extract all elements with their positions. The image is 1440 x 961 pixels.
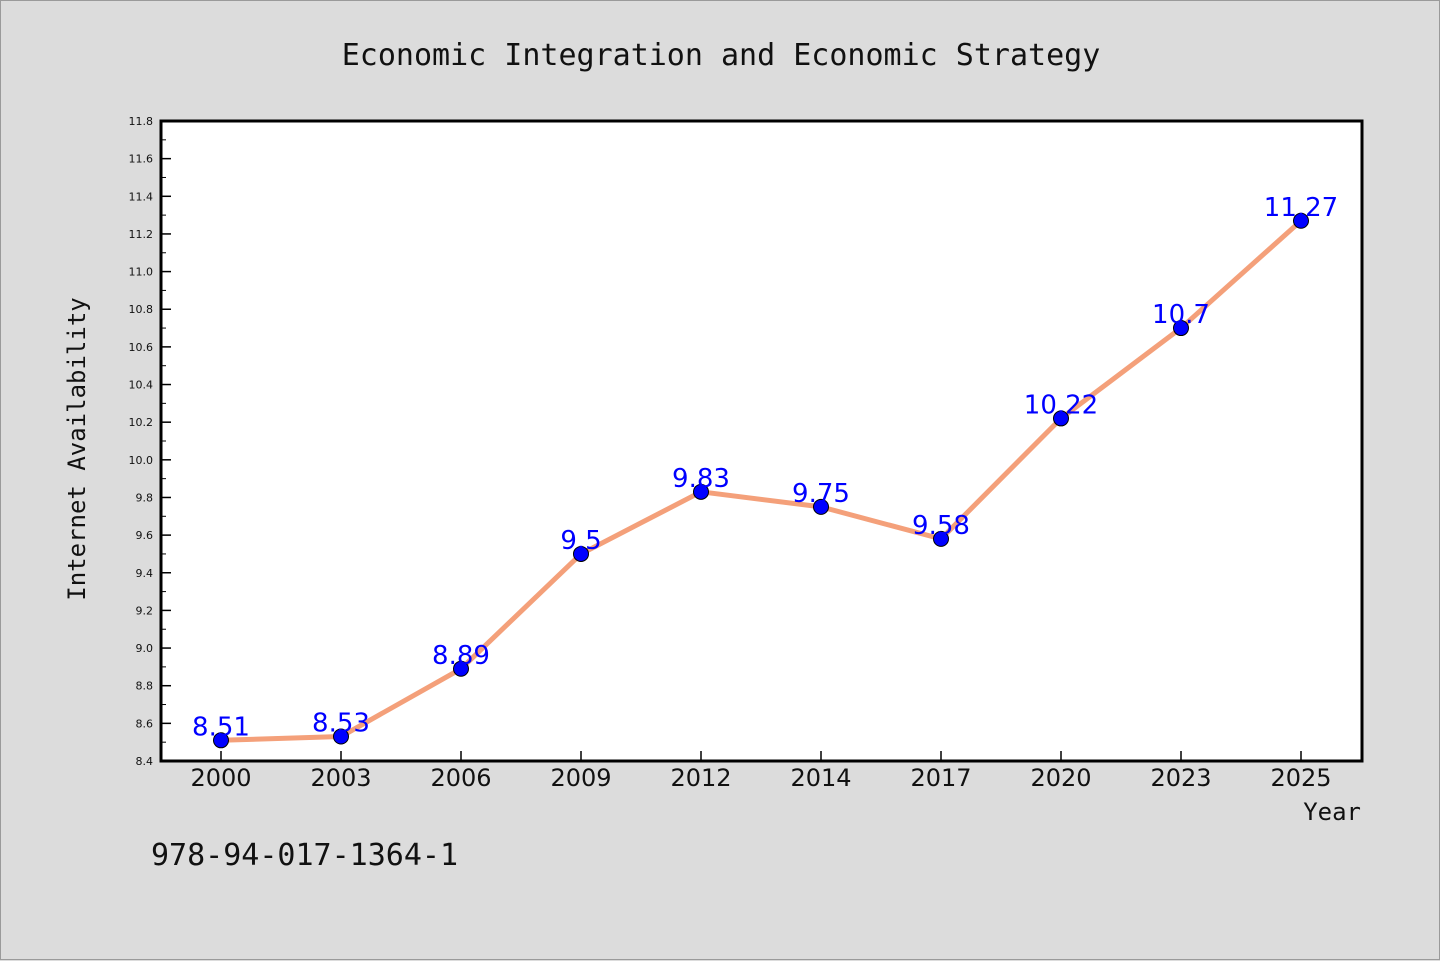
x-tick-label: 2017 [910, 764, 971, 792]
y-tick-label: 11.0 [129, 266, 154, 279]
x-axis-label: Year [1303, 798, 1361, 826]
x-tick-label: 2006 [430, 764, 491, 792]
x-axis: 2000 2003 2006 2009 2012 2014 2017 2020 2023 2025 [190, 751, 1332, 792]
y-tick-label: 10.0 [129, 454, 154, 467]
x-tick-label: 2025 [1270, 764, 1331, 792]
y-tick-label: 9.6 [136, 529, 154, 542]
data-label: 9.83 [672, 464, 730, 494]
data-label: 10.22 [1024, 390, 1098, 420]
x-tick-label: 2023 [1150, 764, 1211, 792]
data-point [1293, 212, 1309, 229]
data-point [933, 530, 949, 547]
y-tick-label: 11.2 [129, 228, 154, 241]
x-tick-label: 2003 [310, 764, 371, 792]
data-point [333, 728, 349, 745]
plot-area [159, 119, 1364, 763]
y-tick-label: 8.6 [136, 717, 154, 730]
y-tick-label: 8.4 [136, 755, 154, 768]
y-tick-label: 11.4 [129, 190, 154, 203]
data-point [213, 732, 229, 749]
x-tick-label: 2009 [550, 764, 611, 792]
y-tick-label: 11.8 [129, 115, 154, 128]
y-tick-label: 10.4 [129, 379, 154, 392]
y-tick-label: 9.4 [136, 567, 154, 580]
y-tick-label: 10.2 [129, 416, 154, 429]
data-point [693, 483, 709, 500]
data-label: 8.89 [432, 641, 490, 671]
data-label: 9.75 [792, 479, 850, 509]
data-label: 10.7 [1152, 300, 1210, 330]
y-axis: 8.4 8.6 8.8 9.0 9.2 9.4 9.6 9.8 10.0 10.2 10.4 10.6… [129, 115, 171, 768]
footer-isbn: 978-94-017-1364-1 [151, 838, 458, 873]
data-point [813, 498, 829, 515]
x-tick-label: 2020 [1030, 764, 1091, 792]
data-point [1173, 320, 1189, 337]
y-tick-label: 9.0 [136, 642, 154, 655]
x-tick-label: 2000 [190, 764, 251, 792]
data-labels: 8.51 8.53 8.89 9.5 9.83 9.75 9.58 10.22 10.7 11.2… [192, 193, 1338, 743]
chart-title: Economic Integration and Economic Strate… [342, 38, 1101, 73]
y-tick-label: 9.2 [136, 604, 154, 617]
y-tick-label: 8.8 [136, 680, 154, 693]
data-label: 9.5 [560, 526, 601, 556]
data-point [573, 545, 589, 562]
y-tick-label: 10.8 [129, 303, 154, 316]
data-label: 8.53 [312, 709, 370, 739]
y-axis-label: Internet Availability [63, 297, 91, 600]
data-label: 8.51 [192, 712, 250, 742]
data-point [453, 660, 469, 677]
y-tick-label: 10.6 [129, 341, 154, 354]
series-markers [213, 212, 1309, 749]
x-tick-label: 2012 [670, 764, 731, 792]
data-point [1053, 410, 1069, 427]
data-label: 11.27 [1264, 193, 1338, 223]
x-tick-label: 2014 [790, 764, 851, 792]
y-tick-label: 9.8 [136, 491, 154, 504]
data-label: 9.58 [912, 511, 970, 541]
y-tick-label: 11.6 [129, 153, 154, 166]
series-line [220, 218, 1303, 743]
